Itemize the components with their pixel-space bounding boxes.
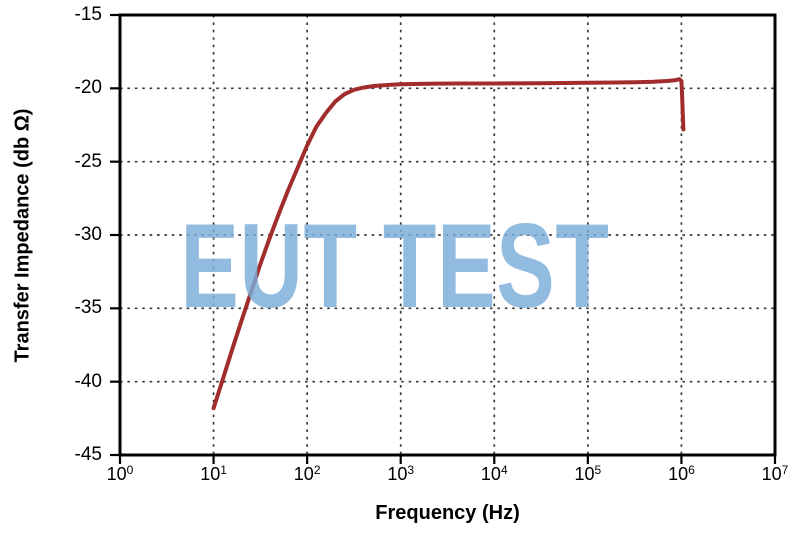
x-tick-label: 106	[668, 463, 695, 484]
y-tick-label: -45	[74, 444, 102, 465]
y-tick-label: -20	[74, 77, 102, 99]
x-tick-label: 101	[200, 463, 227, 484]
x-tick-label: 105	[574, 463, 602, 484]
y-tick-label: -25	[74, 150, 102, 172]
x-tick-label: 100	[106, 463, 134, 484]
x-tick-label: 102	[293, 463, 321, 484]
x-axis-title: Frequency (Hz)	[375, 502, 520, 524]
impedance-curve	[211, 77, 686, 411]
y-axis-title: Transfer Impedance (db Ω)	[11, 108, 34, 363]
x-tick-label: 107	[761, 463, 789, 484]
eut-test-watermark: EUT TEST	[180, 199, 610, 334]
y-tick-label: -15	[74, 4, 102, 25]
y-tick-label: -30	[74, 224, 102, 245]
y-tick-label: -35	[74, 297, 102, 319]
y-tick-label: -40	[74, 370, 102, 392]
x-tick-label: 104	[480, 463, 508, 484]
x-tick-label: 103	[387, 463, 415, 484]
